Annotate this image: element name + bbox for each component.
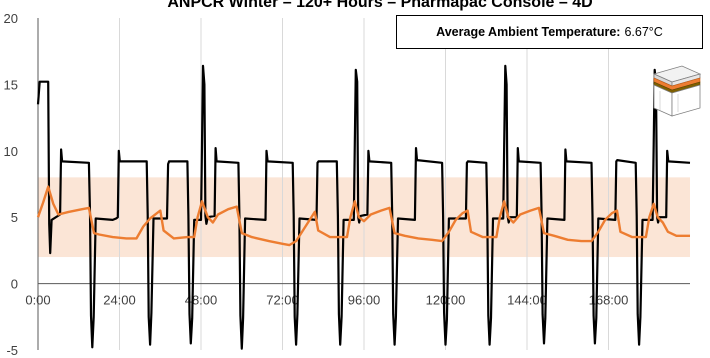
chart-title: ANPCR Winter – 120+ Hours – Pharmapac Co…	[167, 0, 592, 11]
y-tick-label: -5	[6, 343, 18, 358]
x-tick-labels: 0:00 24:00 48:00 72:00 96:00 120:00 144:00 168:…	[25, 293, 628, 308]
x-tick-label: 0:00	[25, 293, 50, 308]
x-tick-label: 24:00	[103, 293, 136, 308]
packaging-layers-icon	[652, 65, 702, 117]
y-tick-label: 0	[11, 277, 18, 292]
y-tick-label: 15	[4, 77, 18, 92]
x-tick-label: 96:00	[348, 293, 381, 308]
y-tick-label: 10	[4, 144, 18, 159]
x-tick-label: 72:00	[266, 293, 299, 308]
series-black-line	[36, 64, 691, 350]
y-tick-labels: -5 0 5 10 15 20	[4, 11, 18, 358]
y-tick-label: 20	[4, 11, 18, 26]
series-orange-line	[36, 185, 690, 247]
x-tick-label: 120:00	[426, 293, 466, 308]
y-tick-label: 5	[11, 210, 18, 225]
annotation-value: 6.67°C	[624, 25, 663, 39]
ambient-temperature-annotation: Average Ambient Temperature: 6.67°C	[396, 15, 703, 49]
x-tick-label: 144:00	[507, 293, 547, 308]
x-tick-label: 168:00	[589, 293, 629, 308]
annotation-label: Average Ambient Temperature:	[436, 25, 621, 39]
